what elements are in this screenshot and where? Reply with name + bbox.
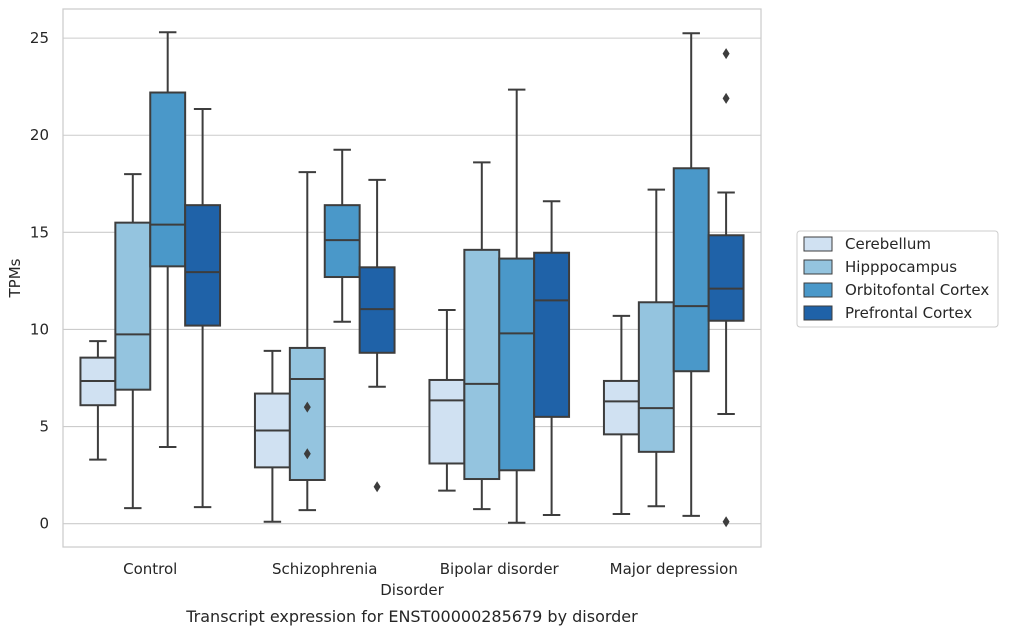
- box: [114, 221, 152, 391]
- outlier-point: [303, 448, 311, 460]
- legend-label: Hipppocampus: [845, 258, 957, 276]
- y-tick-label: 5: [39, 418, 49, 436]
- y-tick-label: 15: [30, 223, 49, 241]
- y-tick-label: 10: [30, 320, 49, 338]
- box: [463, 248, 501, 481]
- legend-frame: [796, 230, 999, 328]
- y-tick-label: 0: [39, 515, 49, 533]
- box: [498, 257, 536, 472]
- legend-swatch: [803, 236, 833, 252]
- outlier-point: [722, 48, 730, 60]
- box-series: [79, 31, 745, 528]
- legend-label: Cerebellum: [845, 235, 931, 253]
- box: [672, 167, 710, 373]
- outlier-point: [722, 516, 730, 528]
- legend: Cerebellum Hipppocampus Orbitofontal Corte…: [796, 230, 999, 328]
- box: [637, 301, 675, 453]
- box: [533, 251, 571, 418]
- outlier-point: [303, 401, 311, 413]
- legend-swatch: [803, 305, 833, 321]
- legend-swatch: [803, 282, 833, 298]
- plot-area-frame: [62, 8, 762, 548]
- box: [428, 378, 466, 465]
- legend-swatch: [803, 259, 833, 275]
- series-hipppocampus: [114, 161, 675, 512]
- series-orbitofontal-cortex: [149, 31, 710, 524]
- box: [288, 346, 326, 481]
- y-axis-ticks: 0 5 10 15 20 25: [30, 29, 49, 533]
- series-cerebellum: [79, 309, 640, 523]
- x-tick-label: Control: [123, 560, 177, 578]
- box: [184, 204, 222, 327]
- chart-caption: Transcript expression for ENST0000028567…: [185, 607, 638, 626]
- y-tick-label: 20: [30, 126, 49, 144]
- box: [149, 91, 187, 268]
- y-tick-label: 25: [30, 29, 49, 47]
- x-axis-title: Disorder: [380, 581, 444, 599]
- x-axis-ticks: Control Schizophrenia Bipolar disorder Majo…: [123, 560, 738, 578]
- box: [707, 234, 745, 322]
- outlier-point: [373, 481, 381, 493]
- legend-label: Orbitofontal Cortex: [845, 281, 989, 299]
- series-prefrontal-cortex: [184, 48, 745, 528]
- box: [602, 379, 640, 436]
- y-axis-title: TPMs: [6, 258, 24, 298]
- x-tick-label: Schizophrenia: [272, 560, 377, 578]
- legend-label: Prefrontal Cortex: [845, 304, 972, 322]
- x-tick-label: Major depression: [610, 560, 738, 578]
- x-tick-label: Bipolar disorder: [440, 560, 560, 578]
- outlier-point: [722, 92, 730, 104]
